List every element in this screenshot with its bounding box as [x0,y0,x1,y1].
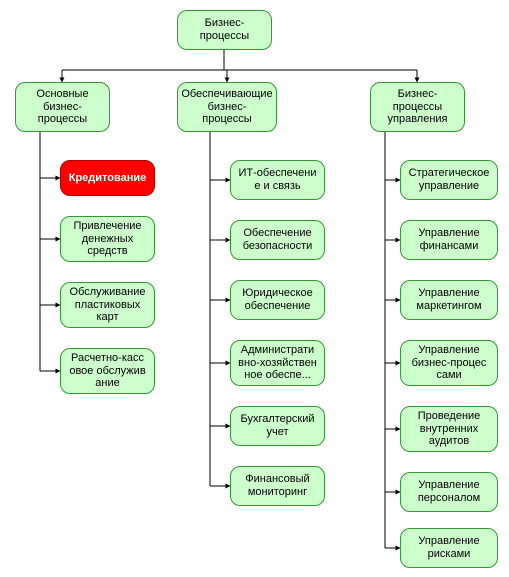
node-finance: Управлениефинансами [400,220,498,260]
node-risk: Управлениерисками [400,528,498,568]
node-marketing: Управлениемаркетингом [400,280,498,320]
node-hr: Управлениеперсоналом [400,472,498,512]
node-deposit: Привлечениеденежныхсредств [60,216,155,262]
node-finmon: Финансовыймониторинг [230,466,325,506]
node-legal: Юридическоеобеспечение [230,280,325,320]
node-mgmt: Бизнес-процессыуправления [370,82,465,132]
node-it: ИТ-обеспечение и связь [230,160,325,200]
node-root: Бизнес-процессы [177,10,272,50]
node-audit: Проведениевнутреннихаудитов [400,406,498,452]
node-account: Бухгалтерскийучет [230,406,325,446]
node-bpm: Управлениебизнес-процессами [400,340,498,386]
node-strategy: Стратегическоеуправление [400,160,498,200]
node-credit: Кредитование [60,160,155,196]
node-admin: Административно-хозяйственное обеспе... [230,340,325,386]
node-main: Основныебизнес-процессы [15,82,110,132]
node-security: Обеспечениебезопасности [230,220,325,260]
node-cards: Обслуживаниепластиковыхкарт [60,282,155,328]
node-cash: Расчетно-кассовое обслуживание [60,348,155,394]
node-support: Обеспечивающие бизнес-процессы [177,82,277,132]
